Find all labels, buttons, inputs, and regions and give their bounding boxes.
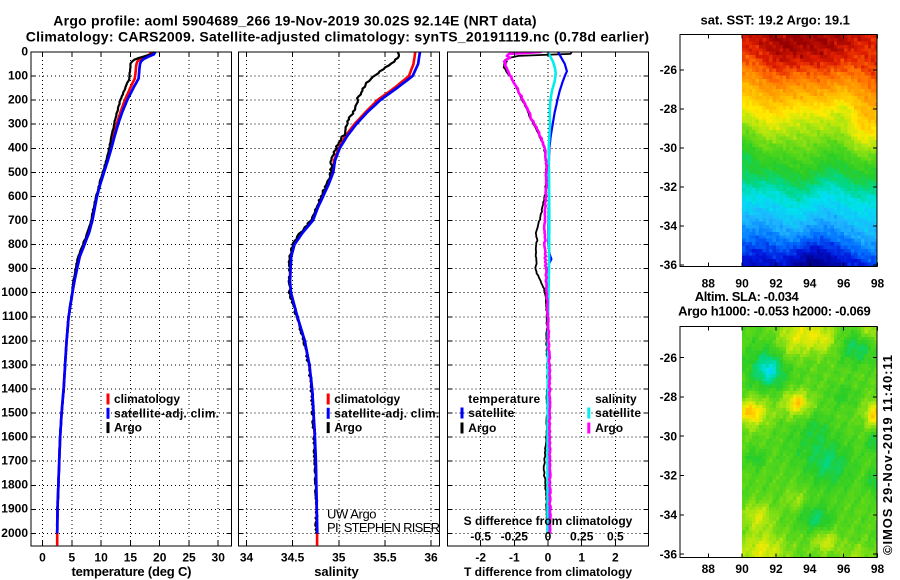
svg-text:0: 0 xyxy=(39,551,46,565)
svg-text:700: 700 xyxy=(8,213,28,227)
svg-text:1600: 1600 xyxy=(1,430,28,444)
svg-text:900: 900 xyxy=(8,261,28,275)
svg-text:5: 5 xyxy=(68,551,75,565)
svg-text:1900: 1900 xyxy=(1,502,28,516)
svg-text:500: 500 xyxy=(8,165,28,179)
svg-text:-2: -2 xyxy=(475,551,486,565)
svg-text:200: 200 xyxy=(8,93,28,107)
svg-text:800: 800 xyxy=(8,237,28,251)
svg-text:-0.5: -0.5 xyxy=(470,530,491,544)
svg-text:30: 30 xyxy=(212,551,226,565)
svg-text:satellite-adj. clim.: satellite-adj. clim. xyxy=(114,406,219,420)
svg-text:2: 2 xyxy=(612,551,619,565)
svg-text:300: 300 xyxy=(8,117,28,131)
svg-text:temperature (deg C): temperature (deg C) xyxy=(72,564,192,579)
svg-text:-0.25: -0.25 xyxy=(501,530,529,544)
svg-text:temperature: temperature xyxy=(468,392,540,406)
svg-text:1300: 1300 xyxy=(1,357,28,371)
svg-text:0.25: 0.25 xyxy=(570,530,594,544)
svg-text:climatology: climatology xyxy=(114,392,180,406)
svg-text:10: 10 xyxy=(94,551,108,565)
svg-text:satellite: satellite xyxy=(595,406,641,420)
svg-text:Argo profile: aoml 5904689_266: Argo profile: aoml 5904689_266 19-Nov-20… xyxy=(53,13,536,29)
svg-text:T difference from climatology: T difference from climatology xyxy=(464,565,632,579)
svg-text:1000: 1000 xyxy=(1,285,28,299)
svg-text:Argo: Argo xyxy=(334,421,362,435)
svg-text:satellite: satellite xyxy=(468,406,514,420)
svg-text:salinity: salinity xyxy=(595,392,637,406)
svg-text:1700: 1700 xyxy=(1,454,28,468)
svg-text:Argo: Argo xyxy=(468,421,496,435)
svg-text:UW Argo: UW Argo xyxy=(327,506,377,521)
svg-text:satellite-adj. clim.: satellite-adj. clim. xyxy=(334,406,439,420)
svg-text:1400: 1400 xyxy=(1,381,28,395)
svg-text:15: 15 xyxy=(124,551,138,565)
svg-text:PI: STEPHEN RISER: PI: STEPHEN RISER xyxy=(327,520,440,535)
svg-text:Climatology: CARS2009. Satelli: Climatology: CARS2009. Satellite-adjuste… xyxy=(26,29,649,45)
svg-text:35.5: 35.5 xyxy=(373,551,397,565)
svg-text:600: 600 xyxy=(8,189,28,203)
svg-text:400: 400 xyxy=(8,141,28,155)
svg-text:1100: 1100 xyxy=(2,309,28,323)
svg-text:salinity: salinity xyxy=(314,564,359,579)
svg-text:1800: 1800 xyxy=(1,478,28,492)
svg-text:34: 34 xyxy=(240,551,254,565)
svg-text:0.5: 0.5 xyxy=(607,530,624,544)
svg-text:25: 25 xyxy=(182,551,196,565)
svg-text:0: 0 xyxy=(545,530,552,544)
svg-text:36: 36 xyxy=(424,551,438,565)
svg-text:0: 0 xyxy=(21,44,28,58)
svg-text:34.5: 34.5 xyxy=(281,551,305,565)
svg-text:S difference from climatology: S difference from climatology xyxy=(464,514,633,528)
svg-text:Argo: Argo xyxy=(114,421,142,435)
svg-text:1: 1 xyxy=(578,551,585,565)
svg-text:-1: -1 xyxy=(509,551,520,565)
svg-text:100: 100 xyxy=(8,69,28,83)
svg-text:2000: 2000 xyxy=(1,526,28,540)
svg-text:35: 35 xyxy=(332,551,346,565)
svg-text:Argo: Argo xyxy=(595,421,623,435)
svg-text:0: 0 xyxy=(545,551,552,565)
svg-text:climatology: climatology xyxy=(334,392,400,406)
svg-text:1200: 1200 xyxy=(1,333,28,347)
svg-text:1500: 1500 xyxy=(1,405,28,419)
svg-text:20: 20 xyxy=(153,551,167,565)
